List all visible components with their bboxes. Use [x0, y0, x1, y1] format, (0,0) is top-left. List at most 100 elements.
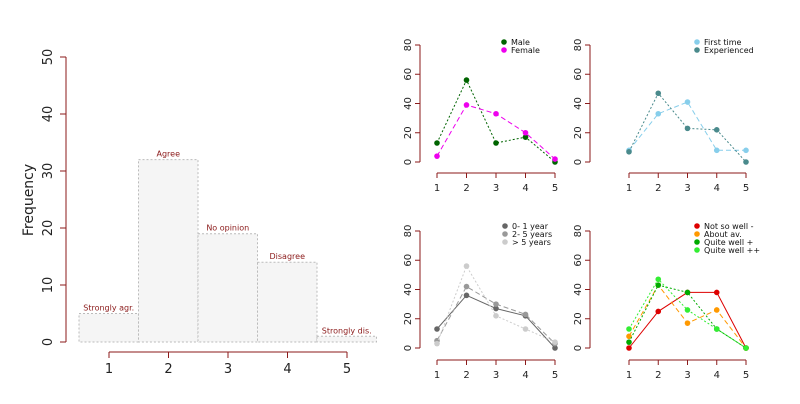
data-point [463, 283, 470, 290]
x-tick-label: 1 [434, 183, 440, 194]
x-tick-label: 5 [343, 362, 351, 377]
bar [197, 233, 258, 343]
data-point [655, 276, 662, 283]
y-tick-label: 80 [573, 225, 584, 238]
y-tick-label: 50 [41, 49, 56, 66]
data-point [493, 140, 499, 146]
data-point [434, 153, 440, 159]
legend-marker [694, 239, 700, 245]
bar-chart: 0 10 20 30 40 50 Frequency 1 2 3 4 5 Strongly agr. Ag… [21, 49, 377, 377]
bar [138, 159, 199, 343]
y-tick-label: 80 [573, 39, 584, 52]
y-tick-label: 0 [403, 345, 414, 351]
data-point [626, 326, 632, 332]
data-point [463, 263, 470, 269]
data-point [684, 125, 691, 132]
data-point [743, 159, 749, 165]
data-point [713, 147, 720, 154]
x-tick-label: 3 [493, 183, 499, 194]
x-tick-label: 5 [743, 183, 749, 194]
bar-label: Agree [156, 150, 180, 159]
data-point [434, 140, 440, 146]
x-tick-label: 4 [714, 370, 720, 381]
y-tick-label: 60 [403, 254, 414, 267]
x-tick-label: 5 [552, 183, 558, 194]
legend-label: 0- 1 year [512, 222, 549, 231]
data-point [522, 129, 529, 136]
x-tick-label: 1 [105, 362, 113, 377]
legend-marker [694, 231, 700, 237]
legend-marker [502, 223, 508, 229]
legend-marker [694, 247, 700, 253]
legend-label: First time [704, 38, 742, 47]
series-line [436, 78, 556, 163]
y-tick-label: 0 [573, 159, 584, 165]
x-tick-label: 4 [714, 183, 720, 194]
x-tick-label: 2 [463, 370, 469, 381]
bar-label: Strongly dis. [322, 326, 372, 335]
bar-label: Strongly agr. [83, 304, 134, 313]
x-tick-label: 2 [655, 370, 661, 381]
data-point [684, 320, 691, 326]
data-point [522, 326, 529, 332]
y-tick-label: 20 [573, 126, 584, 139]
x-tick-label: 4 [522, 183, 528, 194]
y-tick-label: 20 [403, 312, 414, 325]
data-point [493, 313, 499, 319]
x-tick-label: 4 [522, 370, 528, 381]
data-point [493, 301, 499, 307]
data-point [522, 311, 529, 318]
data-point [655, 110, 662, 117]
y-tick-label: 80 [403, 39, 414, 52]
data-point [626, 345, 632, 351]
x-tick-label: 1 [434, 370, 440, 381]
legend-marker [502, 239, 508, 245]
y-tick-label: 80 [403, 225, 414, 238]
y-axis-title: Frequency [21, 164, 37, 236]
legend-label: Not so well - [704, 222, 754, 231]
legend-marker [694, 47, 700, 53]
data-point [626, 339, 632, 345]
x-tick-label: 3 [493, 370, 499, 381]
legend-label: About av. [704, 230, 742, 239]
x-tick-label: 2 [164, 362, 172, 377]
series-line [436, 285, 556, 344]
y-tick-label: 60 [403, 68, 414, 81]
data-point [463, 102, 470, 108]
bar-label: Disagree [270, 252, 306, 261]
data-point [552, 156, 558, 162]
data-point [655, 308, 662, 315]
data-point [713, 289, 720, 296]
legend-marker [501, 47, 507, 53]
y-tick-label: 0 [573, 345, 584, 351]
y-tick-label: 30 [41, 163, 56, 180]
legend-label: > 5 years [512, 238, 551, 247]
legend-label: Quite well + [704, 238, 753, 247]
bar [316, 335, 377, 343]
data-point [463, 77, 470, 83]
data-point [626, 148, 632, 155]
legend-label: Female [511, 46, 540, 55]
data-point [743, 345, 749, 351]
legend-label: Experienced [704, 46, 754, 55]
x-tick-label: 1 [626, 183, 632, 194]
legend-marker [502, 231, 508, 237]
data-point [743, 147, 749, 154]
data-point [655, 90, 662, 97]
data-point [655, 282, 662, 288]
series-line [628, 284, 747, 349]
y-tick-label: 40 [573, 97, 584, 110]
data-point [713, 326, 720, 332]
data-point [552, 339, 558, 345]
legend-marker [501, 39, 507, 45]
x-tick-label: 2 [655, 183, 661, 194]
series-line [628, 291, 747, 349]
data-point [684, 307, 691, 313]
x-tick-label: 3 [224, 362, 232, 377]
bar [257, 261, 318, 343]
data-point [626, 333, 632, 340]
